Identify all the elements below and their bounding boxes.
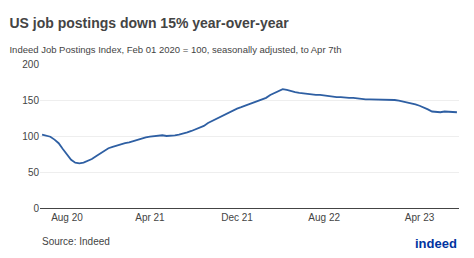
svg-text:indeed: indeed [415, 236, 457, 251]
svg-text:150: 150 [22, 95, 39, 106]
svg-text:Aug 22: Aug 22 [308, 212, 340, 223]
svg-text:Dec 21: Dec 21 [221, 212, 253, 223]
svg-text:100: 100 [22, 131, 39, 142]
svg-text:0: 0 [33, 203, 39, 214]
svg-text:Aug 20: Aug 20 [51, 212, 83, 223]
svg-text:50: 50 [28, 167, 40, 178]
svg-text:Source: Indeed: Source: Indeed [42, 236, 110, 247]
svg-text:Apr 21: Apr 21 [135, 212, 165, 223]
svg-text:200: 200 [22, 59, 39, 70]
svg-text:Indeed Job Postings Index, Feb: Indeed Job Postings Index, Feb 01 2020 =… [9, 44, 341, 55]
svg-text:Apr 23: Apr 23 [405, 212, 435, 223]
svg-text:US job postings down 15% year-: US job postings down 15% year-over-year [9, 15, 289, 31]
